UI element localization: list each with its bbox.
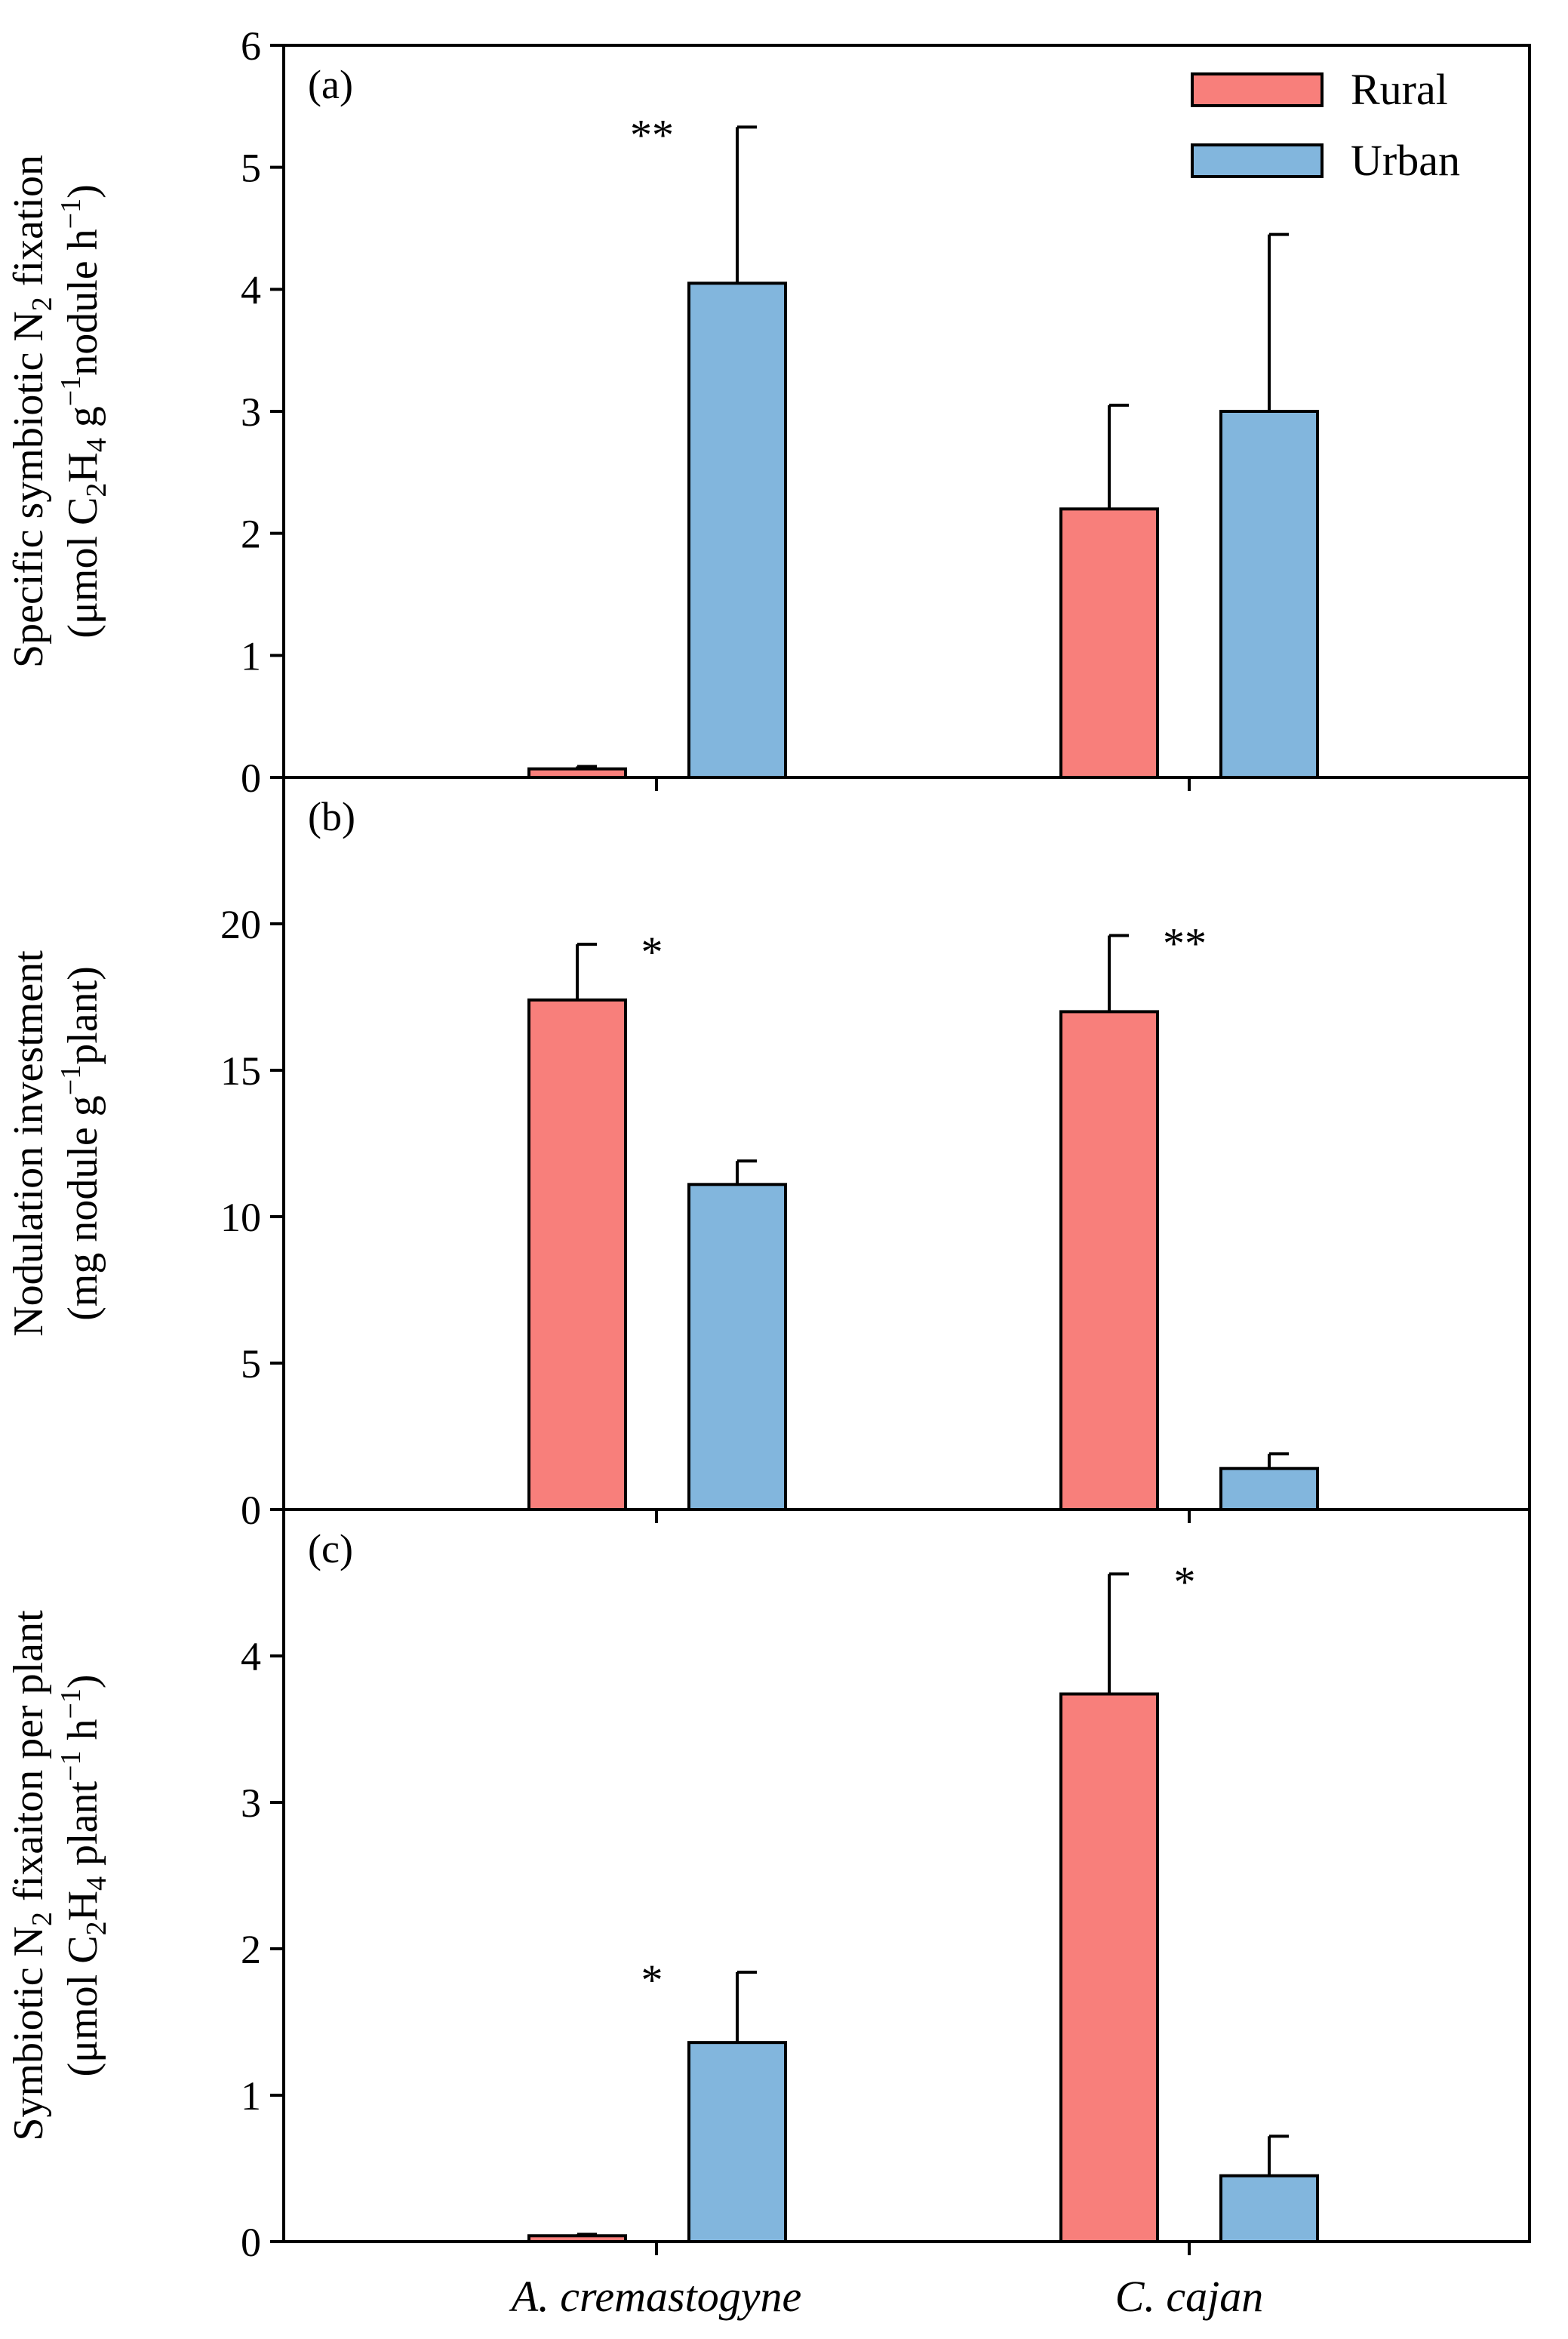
y-tick-label: 10 (220, 1195, 261, 1240)
significance-marker: * (1174, 1557, 1196, 1606)
y-tick-label: 3 (241, 1780, 261, 1826)
bar-rural-1 (1059, 507, 1159, 779)
panel-c: 0 1 2 3 4 * * (c) Symbiotic N2 fixaiton per plan… (5, 1508, 1531, 2265)
y-tick-label: 0 (241, 756, 261, 801)
y-tick-label: 4 (241, 267, 261, 312)
category-labels: A. cremastogyne C. cajan (509, 2272, 1263, 2321)
bar-urban-1 (1219, 2174, 1319, 2243)
legend-swatch-urban (1191, 143, 1324, 178)
plot-frame (282, 1508, 1531, 2243)
y-tick-label: 0 (241, 2220, 261, 2265)
legend-swatch-rural (1191, 72, 1324, 107)
y-tick-label: 1 (241, 2073, 261, 2119)
bar-rural-1 (1059, 1010, 1159, 1511)
plot-frame (282, 776, 1531, 1511)
plot-frame (282, 44, 1531, 779)
y-axis-label-line2: (μmol C2H4 plant−1 h−1) (55, 1674, 112, 2076)
bar-urban-1 (1219, 410, 1319, 779)
y-tick-label: 5 (241, 146, 261, 191)
significance-marker: ** (630, 110, 674, 159)
panel-label: (a) (308, 62, 353, 107)
bar-urban-1 (1219, 1466, 1319, 1512)
y-tick-label: 20 (220, 902, 261, 947)
y-axis-label-line1: Symbiotic N2 fixaiton per plant (5, 1610, 58, 2141)
y-axis-label-line2: (mg nodule g−1plant) (55, 966, 106, 1321)
category-label-a-cremastogyne: A. cremastogyne (509, 2272, 801, 2321)
panel-label: (c) (308, 1526, 353, 1571)
y-tick-label: 4 (241, 1634, 261, 1679)
y-tick-label: 5 (241, 1341, 261, 1386)
y-tick-label: 2 (241, 512, 261, 557)
bar-rural-0 (527, 2234, 627, 2243)
category-label-c-cajan: C. cajan (1115, 2272, 1264, 2321)
bar-urban-0 (687, 2041, 787, 2243)
y-tick-label: 6 (241, 23, 261, 69)
bar-rural-1 (1059, 1692, 1159, 2243)
y-tick-label: 15 (220, 1048, 261, 1094)
panel-label: (b) (308, 794, 355, 839)
panel-a: 0 1 2 3 4 5 6 ** (a) Specific symbiotic N2 fixati… (5, 23, 1531, 801)
legend: Rural Urban (1191, 65, 1460, 185)
legend-label-rural: Rural (1351, 65, 1448, 114)
y-axis-label-line1: Nodulation investment (5, 950, 52, 1337)
y-tick-label: 2 (241, 1927, 261, 1972)
y-axis-label-line1: Specific symbiotic N2 fixation (5, 155, 58, 668)
bar-urban-0 (687, 282, 787, 779)
significance-marker: * (641, 928, 663, 977)
significance-marker: * (641, 1956, 663, 2005)
y-tick-label: 3 (241, 389, 261, 435)
significance-marker: ** (1163, 919, 1207, 968)
bar-urban-0 (687, 1183, 787, 1511)
legend-label-urban: Urban (1351, 136, 1460, 185)
bar-rural-0 (527, 998, 627, 1511)
y-axis-label-line2: (μmol C2H4 g−1nodule h−1) (55, 184, 112, 639)
y-tick-label: 1 (241, 633, 261, 679)
y-tick-label: 0 (241, 1488, 261, 1533)
